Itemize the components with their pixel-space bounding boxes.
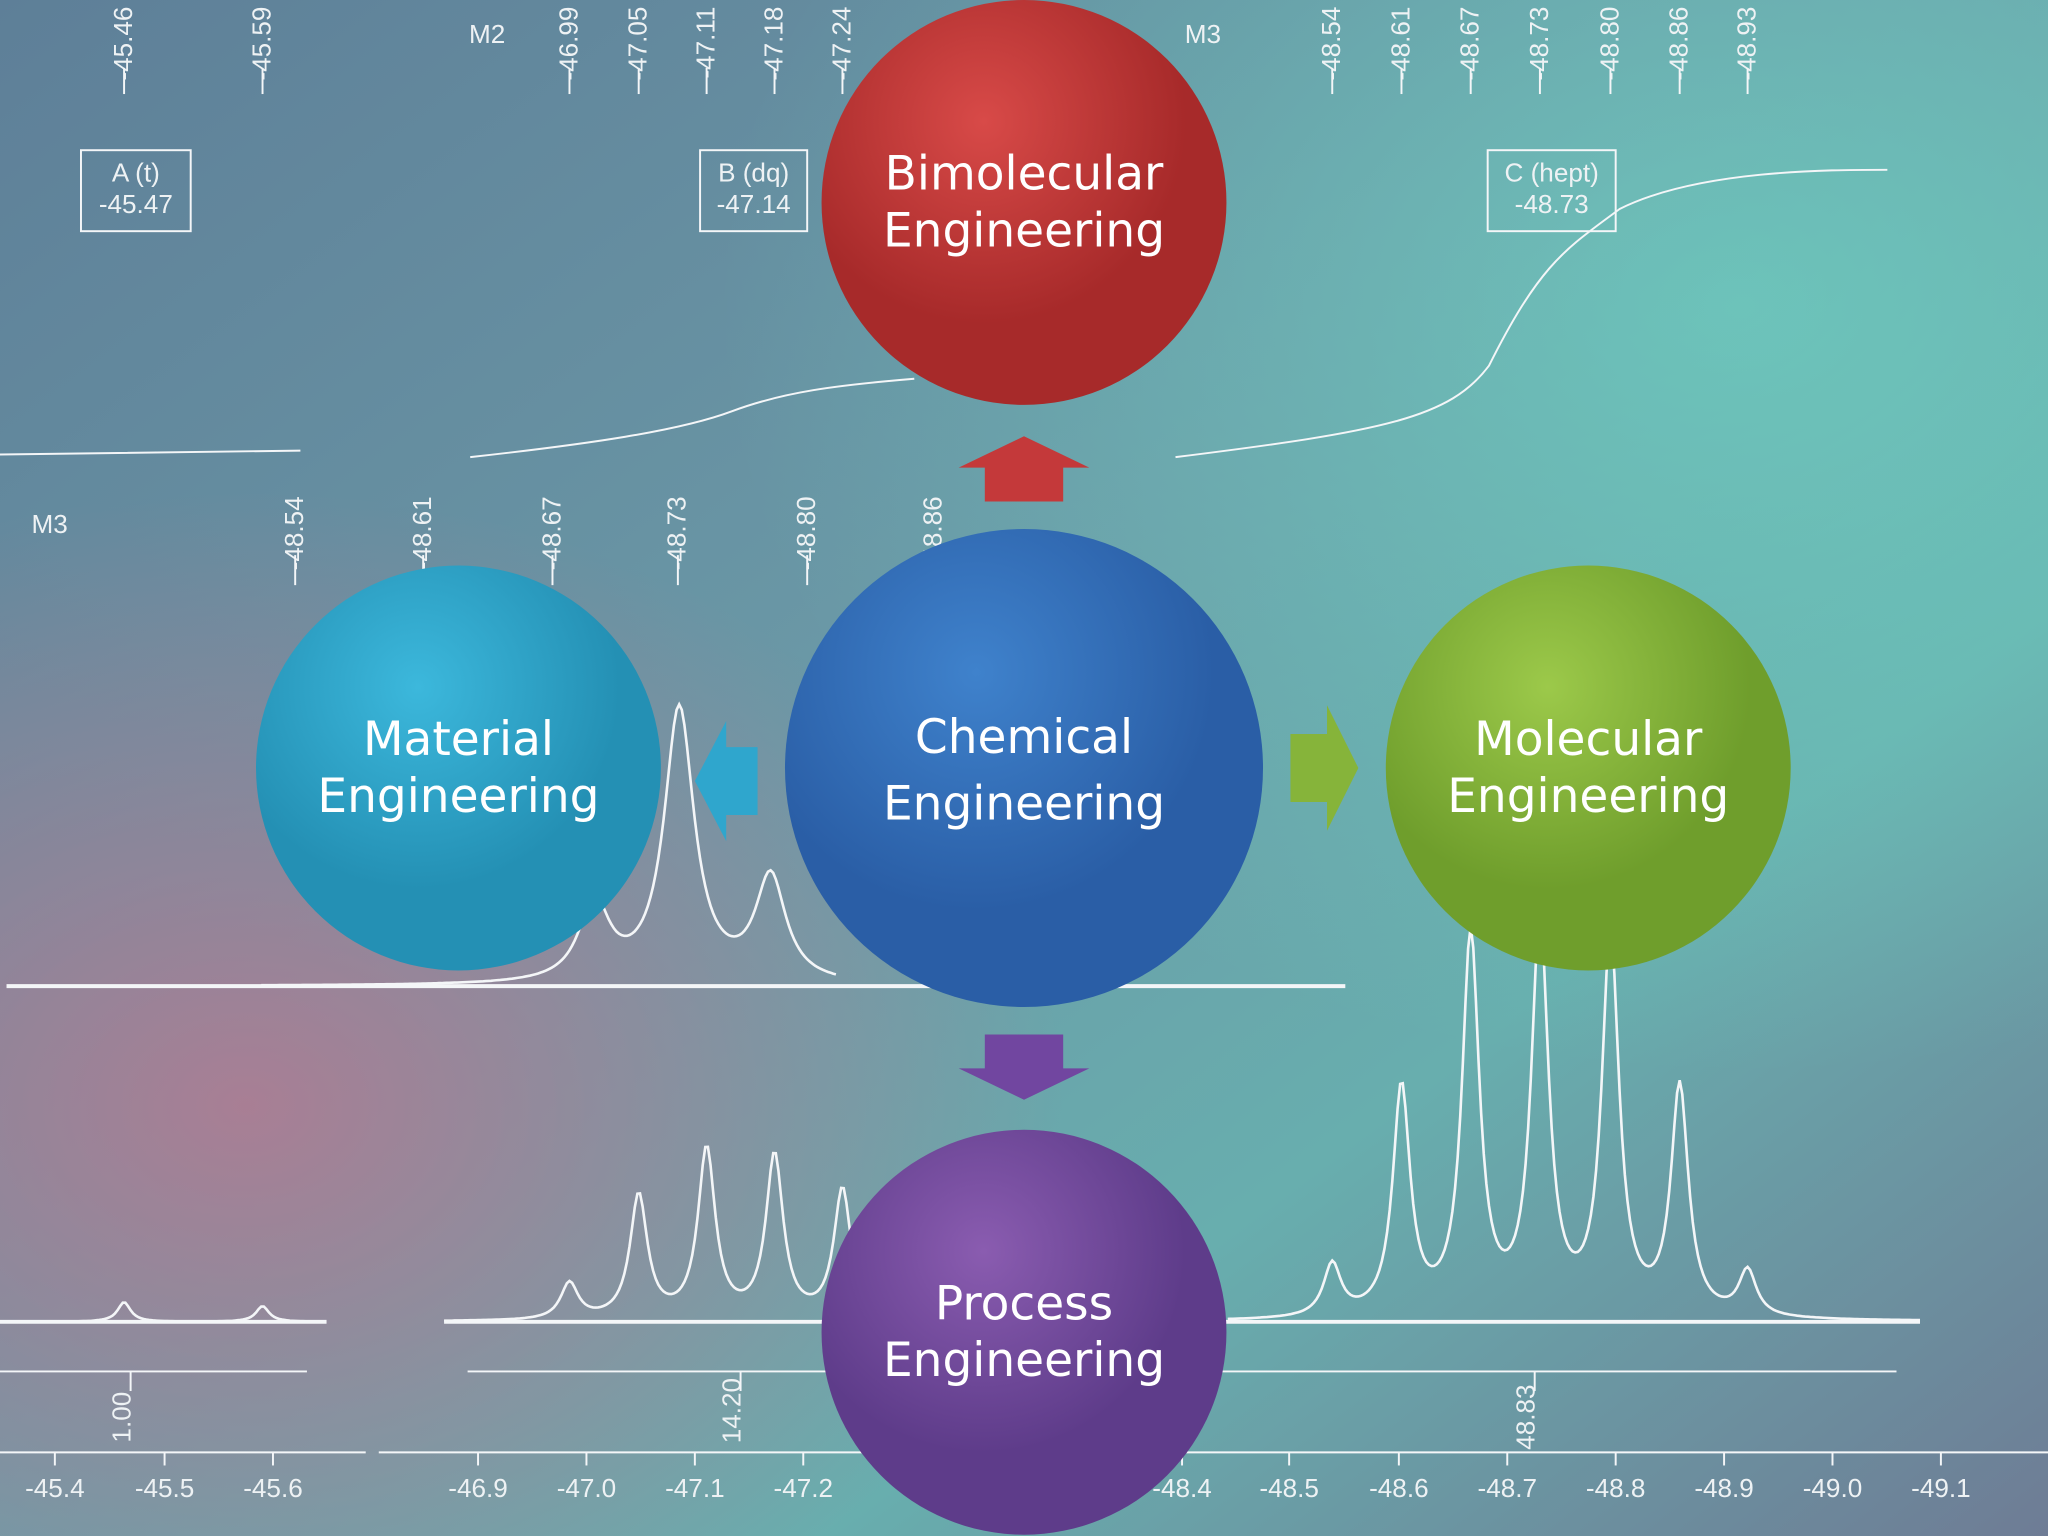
- peak-label: -48.73: [662, 496, 692, 570]
- integral-value: 14.20: [717, 1378, 747, 1443]
- node-circle: [784, 528, 1264, 1008]
- arrow-left: [694, 720, 758, 842]
- spectrum-peak: [444, 1145, 915, 1322]
- peak-label: -47.24: [826, 7, 856, 81]
- spectrum-peak: [261, 701, 837, 987]
- node-label: Chemical: [915, 710, 1133, 765]
- axis-label: -46.9: [448, 1473, 508, 1503]
- node-label: Engineering: [883, 1333, 1165, 1388]
- peak-label: -45.59: [246, 7, 276, 81]
- node-label: Engineering: [883, 203, 1165, 258]
- nodes: BimolecularEngineeringMaterialEngineerin…: [256, 0, 1791, 1535]
- annotation-text: A (t): [112, 158, 160, 188]
- node-label: Process: [935, 1276, 1113, 1331]
- node-circle: [821, 1129, 1227, 1535]
- spectrum: -45.46 -45.59 -46.99 -47.05 -47.11 -47.18 -47.…: [0, 7, 2048, 1503]
- peak-label: -45.46: [108, 7, 138, 81]
- peak-label: -48.73: [1524, 7, 1554, 81]
- axis-label: -45.6: [243, 1473, 303, 1503]
- axis-label: -48.8: [1586, 1473, 1646, 1503]
- annotation-text: C (hept): [1505, 158, 1599, 188]
- peak-label: -48.61: [1385, 7, 1415, 81]
- integral-curve: [0, 168, 1888, 459]
- axis-label: -49.0: [1803, 1473, 1863, 1503]
- axis-label: -49.1: [1911, 1473, 1971, 1503]
- peak-label: -47.05: [623, 7, 653, 81]
- peak-label: -46.99: [553, 7, 583, 81]
- annotation-text: B (dq): [718, 158, 789, 188]
- panel-label: M3: [31, 509, 67, 539]
- axis-label: -45.5: [135, 1473, 195, 1503]
- integral-value: 1.00: [107, 1392, 137, 1443]
- node-label: Material: [363, 712, 554, 767]
- arrow-right: [1290, 705, 1359, 831]
- axis-label: -47.2: [774, 1473, 834, 1503]
- spectrum-peak: [1227, 915, 1920, 1322]
- axis-label: -45.4: [25, 1473, 85, 1503]
- node-label: Engineering: [317, 769, 599, 824]
- peak-label: -48.54: [1316, 7, 1346, 81]
- peak-label: -47.18: [758, 7, 788, 81]
- annotation-text: -45.47: [99, 189, 173, 219]
- integral-value: 48.83: [1511, 1384, 1541, 1449]
- spectrum-peak: [0, 1301, 327, 1323]
- peak-label: -48.54: [279, 496, 309, 570]
- peak-label: -48.86: [1664, 7, 1694, 81]
- annotation-text: -48.73: [1515, 189, 1589, 219]
- peak-label: -48.80: [1594, 7, 1624, 81]
- peak-label: -47.11: [690, 7, 720, 79]
- annotation-text: -47.14: [717, 189, 791, 219]
- node-label: Engineering: [1447, 769, 1729, 824]
- node-label: Engineering: [883, 777, 1165, 832]
- annotation-box: [699, 149, 809, 233]
- annotation-box: [1486, 149, 1617, 233]
- peak-label: -48.93: [1731, 7, 1761, 81]
- peak-label: -48.80: [791, 496, 821, 570]
- node-label: Molecular: [1474, 712, 1703, 767]
- axis-label: -47.1: [665, 1473, 725, 1503]
- node-circle: [821, 0, 1227, 405]
- peak-label: -48.67: [536, 496, 566, 570]
- axis-label: -47.0: [557, 1473, 617, 1503]
- panel-label: M3: [1185, 19, 1221, 49]
- arrows: [694, 436, 1359, 1100]
- node-label: Bimolecular: [885, 147, 1164, 202]
- node-circle: [1385, 565, 1791, 971]
- node-circle: [256, 565, 661, 971]
- axis-label: -48.7: [1478, 1473, 1538, 1503]
- peak-label: -48.61: [407, 496, 437, 570]
- axis-label: -48.5: [1259, 1473, 1319, 1503]
- axis-label: -48.9: [1694, 1473, 1754, 1503]
- arrow-down: [958, 1034, 1090, 1100]
- axis-label: -48.6: [1369, 1473, 1429, 1503]
- arrow-up: [958, 436, 1090, 502]
- annotation-box: [79, 149, 192, 233]
- peak-label: -48.67: [1455, 7, 1485, 81]
- panel-label: M2: [469, 19, 505, 49]
